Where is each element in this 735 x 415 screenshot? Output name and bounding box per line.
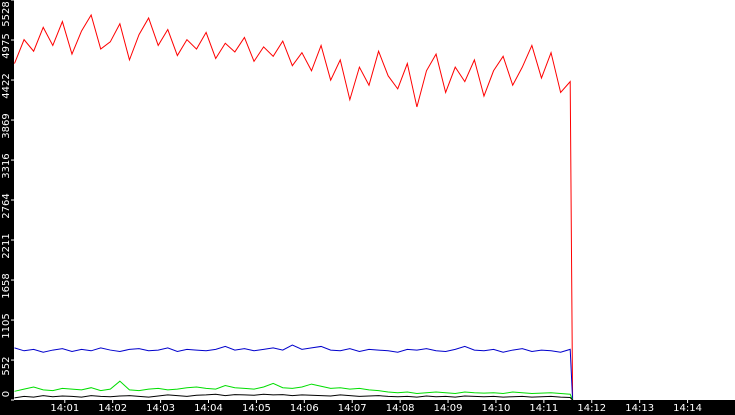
y-tick-label: 0 [1,391,12,397]
x-tick-label: 14:07 [338,403,367,414]
y-tick-label: 3316 [1,153,12,178]
x-tick-label: 14:14 [673,403,702,414]
y-tick-label: 2211 [1,233,12,258]
y-tick-label: 1105 [1,313,12,338]
x-tick-label: 14:11 [529,403,558,414]
series-line [14,393,573,401]
y-axis-band [0,0,14,415]
x-tick-label: 14:10 [482,403,511,414]
y-tick-label: 3869 [1,113,12,138]
x-tick-label: 14:02 [98,403,127,414]
series-line [14,380,574,401]
y-tick-label: 5528 [1,1,12,26]
x-axis-band [0,400,735,415]
x-tick-label: 14:12 [577,403,606,414]
x-tick-label: 14:03 [146,403,175,414]
x-tick-label: 14:04 [194,403,223,414]
x-tick-label: 14:13 [625,403,654,414]
x-tick-label: 14:08 [386,403,415,414]
series-line [14,13,574,401]
y-tick-label: 552 [1,357,12,376]
y-tick-label: 2764 [1,193,12,218]
x-tick-label: 14:05 [242,403,271,414]
series-line [14,344,574,401]
y-tick-label: 4975 [1,33,12,58]
x-tick-label: 14:09 [434,403,463,414]
x-tick-label: 14:06 [290,403,319,414]
y-tick-label: 4422 [1,73,12,98]
x-tick-label: 14:01 [50,403,79,414]
y-tick-label: 1658 [1,273,12,298]
